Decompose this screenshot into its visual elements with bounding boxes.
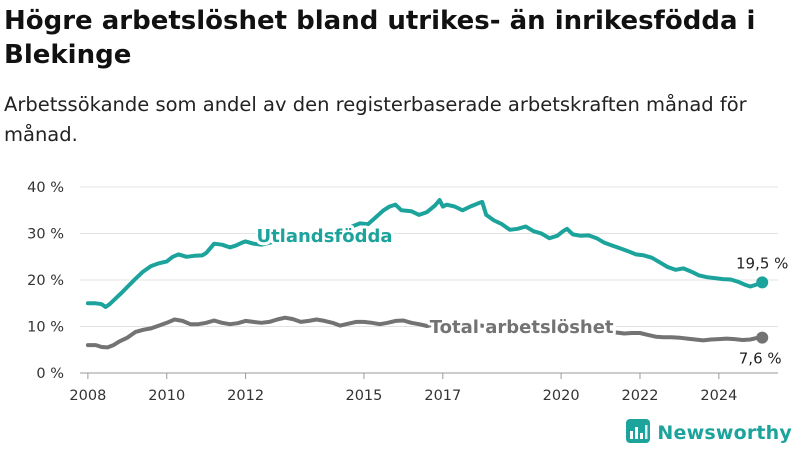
x-tick-label: 2024 [700,388,737,404]
series-endpoint-foreign-born [756,276,769,289]
end-value-label-total: 7,6 % [739,350,782,368]
y-tick-label: 10 % [27,320,64,336]
end-value-label-foreign-born: 19,5 % [736,254,788,272]
y-tick-label: 30 % [27,227,64,243]
brand-name: Newsworthy [657,422,792,444]
x-tick-label: 2022 [622,388,659,404]
series-line-foreign-born [85,198,765,309]
brand-logo: Newsworthy [625,418,792,448]
x-tick-label: 2012 [227,388,264,404]
chart-title: Högre arbetslöshet bland utrikes- än inr… [4,6,756,70]
bar-chart-icon [625,418,651,448]
y-tick-label: 0 % [36,366,64,382]
x-tick-label: 2008 [69,388,106,404]
series-label-foreign-born: Utlandsfödda [256,226,392,247]
series-line-total [85,315,765,350]
series-label-total: Total arbetslöshet [430,317,614,338]
y-tick-label: 20 % [27,273,64,289]
chart-subtitle: Arbetssökande som andel av den registerb… [4,93,747,146]
x-tick-label: 2017 [424,388,461,404]
y-tick-label: 40 % [27,180,64,196]
x-tick-label: 2010 [148,388,185,404]
series-endpoint-total [756,331,769,344]
x-tick-label: 2020 [543,388,580,404]
x-tick-label: 2015 [345,388,382,404]
